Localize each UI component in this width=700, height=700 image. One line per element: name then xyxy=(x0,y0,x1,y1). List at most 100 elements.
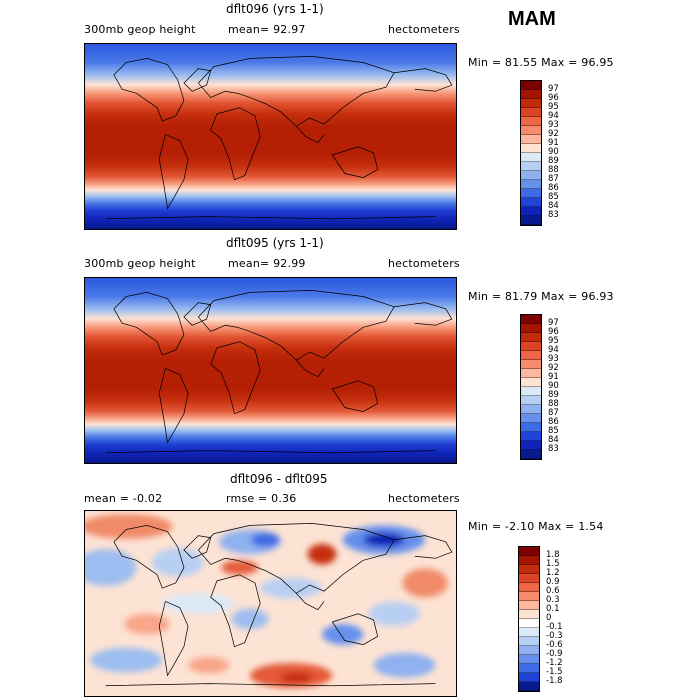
colorbar-tick-label: 92 xyxy=(548,129,559,139)
colorbar-tick-label: 86 xyxy=(548,417,559,427)
colorbar-segment xyxy=(521,450,541,459)
colorbar-segment xyxy=(519,664,539,673)
colorbar-segment xyxy=(519,556,539,565)
colorbar-tick-label: 91 xyxy=(548,138,559,148)
colorbar-segment xyxy=(521,414,541,423)
colorbar-segment xyxy=(521,135,541,144)
colorbar-segment xyxy=(521,180,541,189)
colorbar-tick-label: -0.1 xyxy=(546,622,563,632)
colorbar-segment xyxy=(521,441,541,450)
colorbar-tick-label: 0.9 xyxy=(546,577,560,587)
colorbar-tick-label: 92 xyxy=(548,363,559,373)
panel-2-variable-label: 300mb geop height xyxy=(84,257,196,270)
panel-2-units-label: hectometers xyxy=(388,257,460,270)
colorbar-tick-label: -0.6 xyxy=(546,640,563,650)
colorbar-tick-label: 0.1 xyxy=(546,604,560,614)
colorbar-segment xyxy=(519,619,539,628)
colorbar-tick-label: 1.2 xyxy=(546,568,560,578)
colorbar-segment xyxy=(521,315,541,324)
colorbar-segment xyxy=(521,126,541,135)
colorbar-tick-label: 1.5 xyxy=(546,559,560,569)
colorbar-tick-label: 96 xyxy=(548,327,559,337)
colorbar-segment xyxy=(521,81,541,90)
panel-3-colorbar-box xyxy=(518,546,540,692)
colorbar-segment xyxy=(519,655,539,664)
panel-2-continent-outlines xyxy=(105,289,453,454)
colorbar-segment xyxy=(521,171,541,180)
panel-1-minmax-label: Min = 81.55 Max = 96.95 xyxy=(468,56,614,69)
colorbar-tick-label: 88 xyxy=(548,165,559,175)
colorbar-segment xyxy=(521,333,541,342)
colorbar-tick-label: -0.9 xyxy=(546,649,563,659)
colorbar-tick-label: 91 xyxy=(548,372,559,382)
season-label: MAM xyxy=(508,8,556,30)
colorbar-tick-label: 1.8 xyxy=(546,550,560,560)
colorbar-segment xyxy=(519,610,539,619)
colorbar-segment xyxy=(519,601,539,610)
colorbar-segment xyxy=(519,547,539,556)
colorbar-segment xyxy=(521,198,541,207)
colorbar-segment xyxy=(521,144,541,153)
colorbar-tick-label: 97 xyxy=(548,318,559,328)
panel-2-title: dflt095 (yrs 1-1) xyxy=(226,236,324,250)
panel-3-minmax-label: Min = -2.10 Max = 1.54 xyxy=(468,520,604,533)
colorbar-tick-label: -1.2 xyxy=(546,658,563,668)
panel-3-rmse-label: rmse = 0.36 xyxy=(226,492,297,505)
panel-2-minmax-label: Min = 81.79 Max = 96.93 xyxy=(468,290,614,303)
colorbar-segment xyxy=(519,646,539,655)
colorbar-segment xyxy=(521,378,541,387)
panel-3-units-label: hectometers xyxy=(388,492,460,505)
colorbar-segment xyxy=(521,90,541,99)
colorbar-tick-label: 89 xyxy=(548,390,559,400)
colorbar-tick-label: 90 xyxy=(548,147,559,157)
colorbar-tick-label: 86 xyxy=(548,183,559,193)
colorbar-segment xyxy=(521,387,541,396)
colorbar-segment xyxy=(521,108,541,117)
panel-3-title: dflt096 - dflt095 xyxy=(230,472,328,486)
colorbar-segment xyxy=(521,189,541,198)
panel-1-variable-label: 300mb geop height xyxy=(84,23,196,36)
colorbar-segment xyxy=(519,583,539,592)
colorbar-tick-label: 89 xyxy=(548,156,559,166)
colorbar-segment xyxy=(519,565,539,574)
colorbar-tick-label: 97 xyxy=(548,84,559,94)
colorbar-segment xyxy=(521,207,541,216)
colorbar-segment xyxy=(521,432,541,441)
panel-1-map xyxy=(84,43,457,230)
panel-1-continent-outlines xyxy=(105,55,453,220)
colorbar-segment xyxy=(521,369,541,378)
colorbar-segment xyxy=(521,153,541,162)
colorbar-tick-label: 0.6 xyxy=(546,586,560,596)
colorbar-tick-label: 95 xyxy=(548,102,559,112)
colorbar-segment xyxy=(521,423,541,432)
colorbar-segment xyxy=(519,673,539,682)
colorbar-tick-label: 96 xyxy=(548,93,559,103)
colorbar-tick-label: 84 xyxy=(548,201,559,211)
colorbar-tick-label: 95 xyxy=(548,336,559,346)
panel-2-map xyxy=(84,277,457,464)
colorbar-segment xyxy=(521,405,541,414)
colorbar-tick-label: 87 xyxy=(548,408,559,418)
colorbar-segment xyxy=(521,216,541,225)
colorbar-segment xyxy=(521,324,541,333)
panel-3-mean-label: mean = -0.02 xyxy=(84,492,163,505)
panel-1-colorbar-box xyxy=(520,80,542,226)
panel-1-mean-label: mean= 92.97 xyxy=(228,23,306,36)
colorbar-tick-label: 88 xyxy=(548,399,559,409)
colorbar-tick-label: 93 xyxy=(548,120,559,130)
panel-3-map xyxy=(84,510,457,697)
colorbar-tick-label: 85 xyxy=(548,192,559,202)
colorbar-segment xyxy=(519,592,539,601)
colorbar-tick-label: -0.3 xyxy=(546,631,563,641)
colorbar-tick-label: 83 xyxy=(548,210,559,220)
colorbar-tick-label: 90 xyxy=(548,381,559,391)
colorbar-segment xyxy=(521,162,541,171)
colorbar-tick-label: 84 xyxy=(548,435,559,445)
colorbar-segment xyxy=(519,637,539,646)
colorbar-tick-label: 85 xyxy=(548,426,559,436)
panel-1-title: dflt096 (yrs 1-1) xyxy=(226,2,324,16)
colorbar-tick-label: 0 xyxy=(546,613,552,623)
colorbar-segment xyxy=(521,360,541,369)
panel-3-continent-outlines xyxy=(105,522,453,687)
colorbar-segment xyxy=(521,99,541,108)
